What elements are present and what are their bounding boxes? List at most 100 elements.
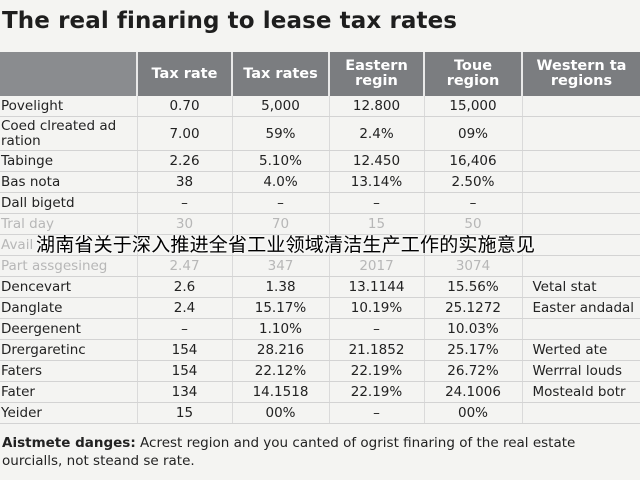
- table-cell: 1.38: [232, 276, 330, 298]
- table-cell: 15.56%: [424, 276, 523, 298]
- table-cell: 28.216: [232, 339, 330, 361]
- table-cell: –: [329, 192, 425, 214]
- table-cell: [522, 318, 640, 340]
- table-row: Bas nota 38 4.0% 13.14% 2.50%: [0, 171, 640, 193]
- table-cell: [522, 171, 640, 193]
- table-cell: 3074: [424, 255, 523, 277]
- table-row: Tabinge 2.26 5.10% 12.450 16,406: [0, 150, 640, 172]
- table-cell: 2.50%: [424, 171, 523, 193]
- table-cell: Werrral louds: [522, 360, 640, 382]
- table-cell: 00%: [424, 402, 523, 424]
- table-cell: Vetal stat: [522, 276, 640, 298]
- table-cell: [522, 213, 640, 235]
- table-cell: 00%: [232, 402, 330, 424]
- table-cell: 25.17%: [424, 339, 523, 361]
- table-cell: 347: [232, 255, 330, 277]
- table-cell: [137, 234, 233, 256]
- table-cell: Avail: [0, 234, 138, 256]
- table-cell: [522, 234, 640, 256]
- table-cell: [522, 96, 640, 117]
- table-cell: –: [137, 318, 233, 340]
- table-cell: 2017: [329, 255, 425, 277]
- table-cell: [424, 234, 523, 256]
- table-cell: 38: [137, 171, 233, 193]
- table-cell: 70: [232, 213, 330, 235]
- table-cell: [522, 255, 640, 277]
- table-cell: 7.00: [137, 116, 233, 151]
- table-cell: [522, 116, 640, 151]
- table-body: Povelight 0.70 5,000 12.800 15,000 Coed clrea…: [0, 96, 640, 424]
- table-cell: [522, 192, 640, 214]
- table-cell: Faters: [0, 360, 138, 382]
- table-cell: Povelight: [0, 96, 138, 117]
- table-row: Dencevart 2.6 1.38 13.1144 15.56% Vetal stat: [0, 276, 640, 298]
- table-cell: 0.70: [137, 96, 233, 117]
- header-toue-region: Toue region: [424, 52, 523, 96]
- table-row: Yeider 15 00% –00%: [0, 402, 640, 424]
- table-cell: 1.10%: [232, 318, 330, 340]
- table-cell: –: [137, 192, 233, 214]
- footnote-text: Acrest region and you canted of ogrist f…: [2, 435, 576, 469]
- table-cell: –: [424, 192, 523, 214]
- table-cell: Easter andadal: [522, 297, 640, 319]
- table-cell: 10.19%: [329, 297, 425, 319]
- table-cell: 4.0%: [232, 171, 330, 193]
- table-cell: 13.14%: [329, 171, 425, 193]
- table-cell: 16,406: [424, 150, 523, 172]
- header-western-regions: Western ta regions: [522, 52, 640, 96]
- table-cell: 22.19%: [329, 381, 425, 403]
- table-cell: 2.4: [137, 297, 233, 319]
- tax-rates-table: Tax rate Tax rates Eastern regin Toue re…: [0, 52, 640, 424]
- table-cell: 22.19%: [329, 360, 425, 382]
- table-cell: Deergenent: [0, 318, 138, 340]
- table-cell: 14.1518: [232, 381, 330, 403]
- table-row: Tral day 30 70 15 50: [0, 213, 640, 235]
- table-cell: –: [329, 402, 425, 424]
- table-cell: 2.26: [137, 150, 233, 172]
- table-row: Dall bigetd – – – –: [0, 192, 640, 214]
- table-cell: –: [232, 192, 330, 214]
- table-row: Part assgesineg 2.47 347 2017 3074: [0, 255, 640, 277]
- table-cell: 30: [137, 213, 233, 235]
- table-cell: Mosteald botr: [522, 381, 640, 403]
- table-row: Coed clreated ad ration 7.00 59% 2.4% 09%: [0, 116, 640, 151]
- table-cell: 12.800: [329, 96, 425, 117]
- table-row: Drergaretinc 154 28.216 21.1852 25.17% Werted…: [0, 339, 640, 361]
- table-cell: Tral day: [0, 213, 138, 235]
- table-row: Faters 154 22.12% 22.19% 26.72% Werrral louds: [0, 360, 640, 382]
- table-row: Povelight 0.70 5,000 12.800 15,000: [0, 96, 640, 117]
- table-row: Fater 134 14.1518 22.19% 24.1006 Mosteald bot…: [0, 381, 640, 403]
- table-cell: 154: [137, 339, 233, 361]
- footnote: Aistmete danges: Acrest region and you c…: [2, 434, 638, 470]
- header-tax-rates: Tax rates: [232, 52, 330, 96]
- table-cell: 15: [329, 213, 425, 235]
- table-cell: Danglate: [0, 297, 138, 319]
- overlay-caption: 湖南省关于深入推进全省工业领域清洁生产工作的实施意见: [36, 234, 536, 256]
- table-cell: 5.10%: [232, 150, 330, 172]
- table-row: Avail: [0, 234, 640, 256]
- table-cell: Drergaretinc: [0, 339, 138, 361]
- table-cell: 21.1852: [329, 339, 425, 361]
- table-cell: [522, 150, 640, 172]
- table-cell: 22.12%: [232, 360, 330, 382]
- table-cell: Bas nota: [0, 171, 138, 193]
- table-cell: Werted ate: [522, 339, 640, 361]
- table-cell: 15: [137, 402, 233, 424]
- table-cell: 25.1272: [424, 297, 523, 319]
- table-cell: [329, 234, 425, 256]
- table-cell: 15,000: [424, 96, 523, 117]
- table-row: Deergenent –1.10% –10.03%: [0, 318, 640, 340]
- table-cell: [522, 402, 640, 424]
- table-cell: Dencevart: [0, 276, 138, 298]
- table-cell: Tabinge: [0, 150, 138, 172]
- page-title: The real finaring to lease tax rates: [2, 8, 458, 34]
- header-label-column: [0, 52, 138, 96]
- table-cell: 15.17%: [232, 297, 330, 319]
- table-cell: 24.1006: [424, 381, 523, 403]
- table-cell: 09%: [424, 116, 523, 151]
- table-cell: 2.4%: [329, 116, 425, 151]
- table-cell: Fater: [0, 381, 138, 403]
- table-cell: 2.47: [137, 255, 233, 277]
- header-eastern-region: Eastern regin: [329, 52, 425, 96]
